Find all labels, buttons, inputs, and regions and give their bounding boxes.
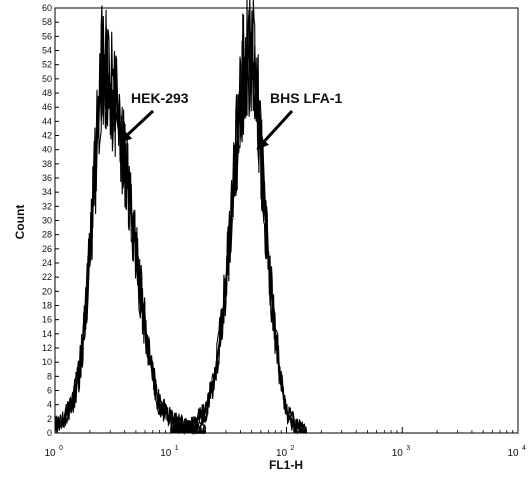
x-tick-exponent: 3 (406, 445, 410, 452)
y-tick-label: 18 (42, 301, 52, 311)
x-tick-exponent: 4 (522, 445, 526, 452)
y-tick-label: 10 (42, 357, 52, 367)
series-2 (170, 0, 308, 435)
y-tick-label: 4 (47, 400, 52, 410)
y-tick-label: 36 (42, 173, 52, 183)
y-tick-label: 12 (42, 343, 52, 353)
x-tick-label: 10 (392, 448, 404, 459)
x-tick-label: 10 (44, 448, 56, 459)
y-tick-label: 34 (42, 187, 52, 197)
y-tick-label: 14 (42, 329, 52, 339)
x-axis-ticks: 10 0 10 1 10 2 10 3 10 4 (44, 427, 526, 459)
y-tick-label: 16 (42, 315, 52, 325)
y-tick-label: 8 (47, 371, 52, 381)
arrowhead (256, 136, 269, 150)
y-tick-label: 6 (47, 386, 52, 396)
y-tick-label: 56 (42, 31, 52, 41)
x-axis-label: FL1-H (269, 458, 303, 472)
y-tick-label: 60 (42, 3, 52, 13)
y-tick-label: 54 (42, 46, 52, 56)
annotation-arrow (258, 109, 294, 148)
x-tick-label: 10 (160, 448, 172, 459)
x-tick-label: 10 (276, 448, 288, 459)
y-tick-label: 26 (42, 244, 52, 254)
y-tick-label: 38 (42, 159, 52, 169)
annotation-label: HEK-293 (131, 90, 189, 106)
y-tick-label: 2 (47, 414, 52, 424)
plot-frame (54, 7, 519, 434)
y-tick-label: 40 (42, 145, 52, 155)
y-tick-label: 30 (42, 216, 52, 226)
annotation-layer: HEK-293 BHS LFA-1 (119, 90, 343, 150)
y-tick-label: 48 (42, 88, 52, 98)
y-tick-label: 50 (42, 74, 52, 84)
y-tick-label: 44 (42, 116, 52, 126)
y-axis-label: Count (13, 205, 27, 240)
y-tick-label: 42 (42, 131, 52, 141)
series-trace (54, 24, 207, 436)
annotation-label: BHS LFA-1 (270, 90, 343, 106)
y-tick-label: 58 (42, 17, 52, 27)
y-tick-label: 28 (42, 230, 52, 240)
x-tick-label: 10 (507, 448, 519, 459)
y-tick-label: 0 (47, 428, 52, 438)
y-tick-label: 20 (42, 286, 52, 296)
x-tick-exponent: 1 (175, 445, 179, 452)
y-tick-label: 46 (42, 102, 52, 112)
arrowhead (119, 130, 133, 143)
y-tick-label: 52 (42, 60, 52, 70)
x-tick-exponent: 0 (59, 445, 63, 452)
x-tick-exponent: 2 (291, 445, 295, 452)
series-layer (54, 0, 308, 436)
y-axis-ticks: 0246810121416182022242628303234363840424… (42, 3, 59, 438)
y-tick-label: 32 (42, 201, 52, 211)
series-trace (170, 0, 307, 435)
y-tick-label: 24 (42, 258, 52, 268)
y-tick-label: 22 (42, 272, 52, 282)
